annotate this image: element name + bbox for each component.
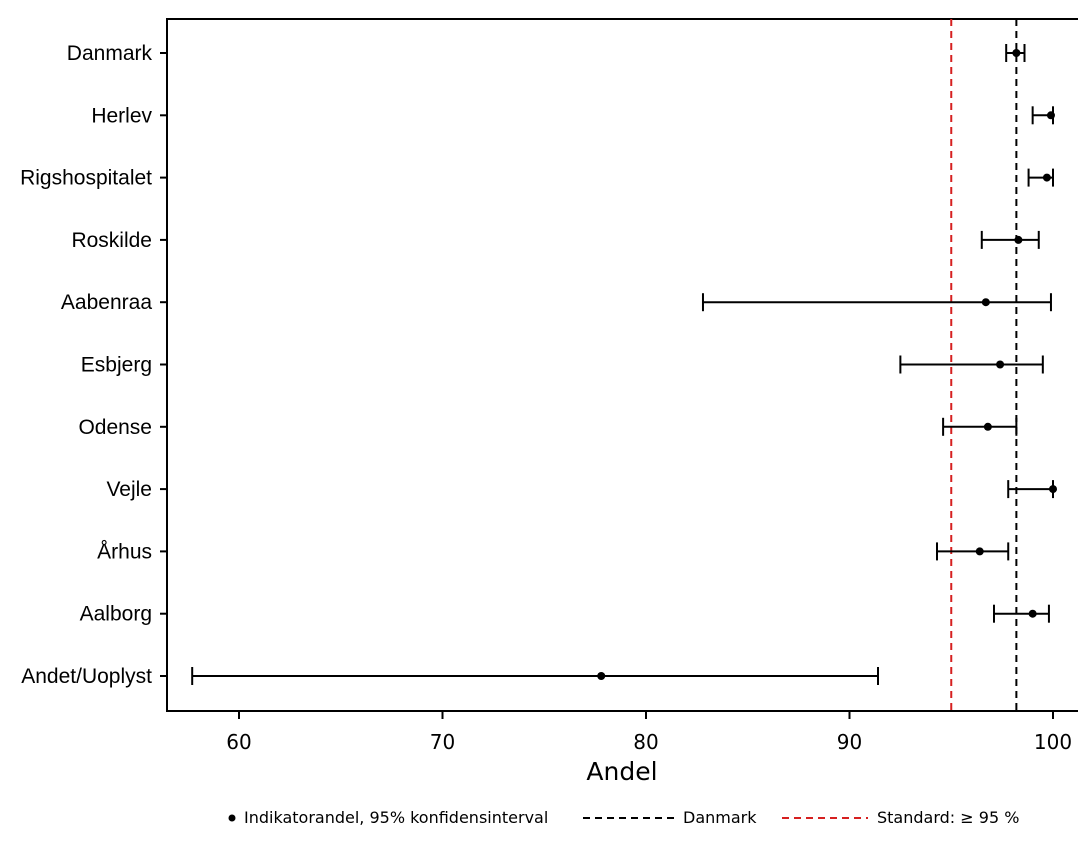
indicator-point	[1014, 235, 1023, 244]
chart-title-fragment	[270, 0, 380, 8]
indicator-point	[597, 672, 606, 680]
x-axis-ticks: 60 70 80 90 100	[226, 711, 1072, 754]
indicator-point	[1028, 609, 1037, 618]
category-label: Herlev	[91, 104, 152, 127]
indicator-point	[981, 298, 990, 307]
category-label: Vejle	[106, 478, 152, 501]
indicator-point	[1012, 49, 1021, 57]
legend-label: Indikatorandel, 95% konfidensinterval	[244, 808, 548, 827]
category-label: Rigshospitalet	[20, 167, 152, 190]
indicator-point	[996, 360, 1005, 369]
category-label: Esbjerg	[81, 354, 152, 377]
x-axis-label: Andel	[586, 757, 657, 786]
x-tick-label: 100	[1034, 730, 1072, 754]
indicator-point	[1042, 173, 1051, 182]
indicator-point	[983, 422, 992, 431]
x-tick-label: 80	[633, 730, 658, 754]
legend-label: Standard: ≥ 95 %	[877, 808, 1019, 827]
indicator-points	[597, 49, 1057, 680]
legend-label: Danmark	[683, 808, 757, 827]
x-tick-label: 70	[430, 730, 455, 754]
category-label: Odense	[78, 416, 152, 439]
reference-lines	[950, 19, 1018, 711]
category-labels: Danmark Herlev Rigshospitalet Roskilde Aaben…	[20, 42, 152, 688]
category-label: Roskilde	[71, 229, 152, 252]
category-label: Aabenraa	[61, 291, 152, 314]
category-label: Århus	[97, 540, 152, 563]
indicator-point	[1046, 111, 1055, 120]
category-label: Aalborg	[80, 603, 152, 626]
indicator-point	[975, 547, 984, 556]
confidence-intervals	[191, 44, 1054, 685]
legend-marker	[228, 814, 236, 822]
x-tick-label: 60	[226, 730, 251, 754]
indicator-point	[1049, 485, 1057, 494]
legend: Indikatorandel, 95% konfidensinterval Dan…	[228, 808, 1019, 827]
category-label: Andet/Uoplyst	[21, 665, 152, 688]
x-tick-label: 90	[837, 730, 862, 754]
y-axis-ticks	[160, 52, 167, 677]
category-label: Danmark	[67, 42, 153, 65]
